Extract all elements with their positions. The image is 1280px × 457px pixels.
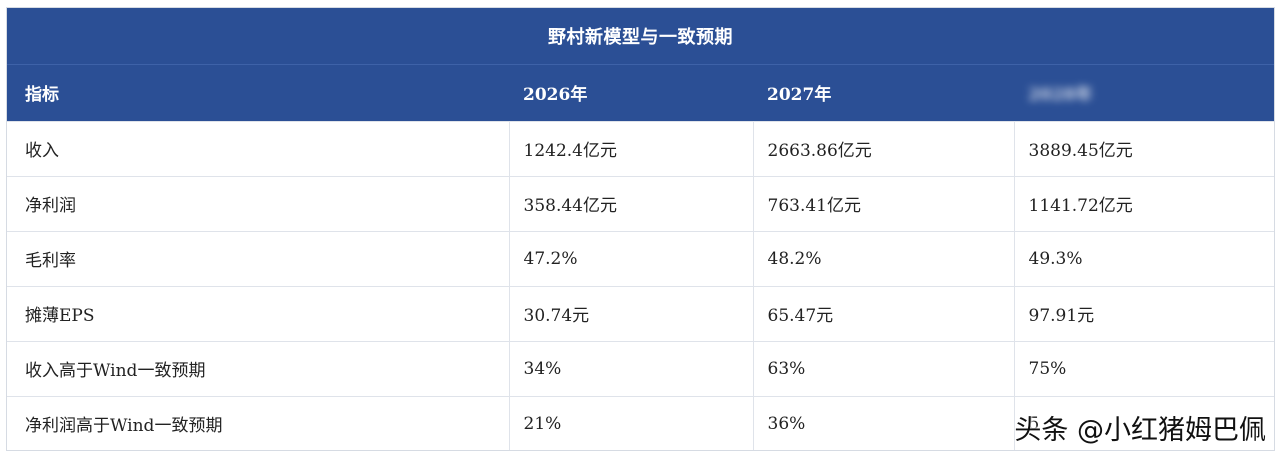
row-label: 摊薄EPS — [7, 285, 509, 341]
cell-2026: 21% — [508, 395, 753, 450]
table-row: 摊薄EPS 30.74元 65.47元 97.91元 — [7, 285, 1274, 341]
cell-2028: 1141.72亿元 — [1013, 175, 1274, 231]
header-2027: 2027年 — [753, 65, 1014, 121]
header-2028: 2028年 — [1014, 65, 1274, 121]
row-label: 净利润 — [7, 175, 509, 231]
cell-2028: 49.3% — [1013, 230, 1274, 286]
watermark-text: 头条 @小红猪姆巴佩 — [1014, 415, 1266, 446]
header-metric: 指标 — [7, 65, 509, 121]
cell-2027: 36% — [752, 395, 1014, 450]
cell-2026: 30.74元 — [508, 285, 753, 341]
row-label: 收入高于Wind一致预期 — [7, 340, 509, 396]
table-title: 野村新模型与一致预期 — [7, 8, 1274, 65]
cell-2028: 97.91元 — [1013, 285, 1274, 341]
cell-2026: 1242.4亿元 — [508, 120, 753, 176]
cell-2026: 358.44亿元 — [508, 175, 753, 231]
cell-2026: 34% — [508, 340, 753, 396]
cell-2027: 65.47元 — [752, 285, 1014, 341]
forecast-table: 指标 2026年 2027年 2028年 收入 1242.4亿元 2663.86… — [7, 65, 1274, 450]
cell-2027: 63% — [752, 340, 1014, 396]
forecast-table-container: 野村新模型与一致预期 指标 2026年 2027年 2028年 收入 1242.… — [6, 7, 1275, 451]
cell-2027: 48.2% — [752, 230, 1014, 286]
cell-2028: 75% — [1013, 340, 1274, 396]
header-row: 指标 2026年 2027年 2028年 — [7, 65, 1274, 121]
table-row: 收入高于Wind一致预期 34% 63% 75% — [7, 340, 1274, 396]
table-row: 毛利率 47.2% 48.2% 49.3% — [7, 230, 1274, 286]
row-label: 毛利率 — [7, 230, 509, 286]
cell-2028: 5 — [1013, 395, 1274, 450]
table-row: 收入 1242.4亿元 2663.86亿元 3889.45亿元 — [7, 120, 1274, 176]
cell-2027: 2663.86亿元 — [752, 120, 1014, 176]
header-2028-blurred: 2028年 — [1028, 85, 1093, 106]
header-2026: 2026年 — [509, 65, 753, 121]
cell-2026: 47.2% — [508, 230, 753, 286]
cell-2027: 763.41亿元 — [752, 175, 1014, 231]
row-label: 收入 — [7, 120, 509, 176]
cell-2028: 3889.45亿元 — [1013, 120, 1274, 176]
table-row: 净利润 358.44亿元 763.41亿元 1141.72亿元 — [7, 175, 1274, 231]
table-row: 净利润高于Wind一致预期 21% 36% 5 — [7, 395, 1274, 450]
row-label: 净利润高于Wind一致预期 — [7, 395, 509, 450]
